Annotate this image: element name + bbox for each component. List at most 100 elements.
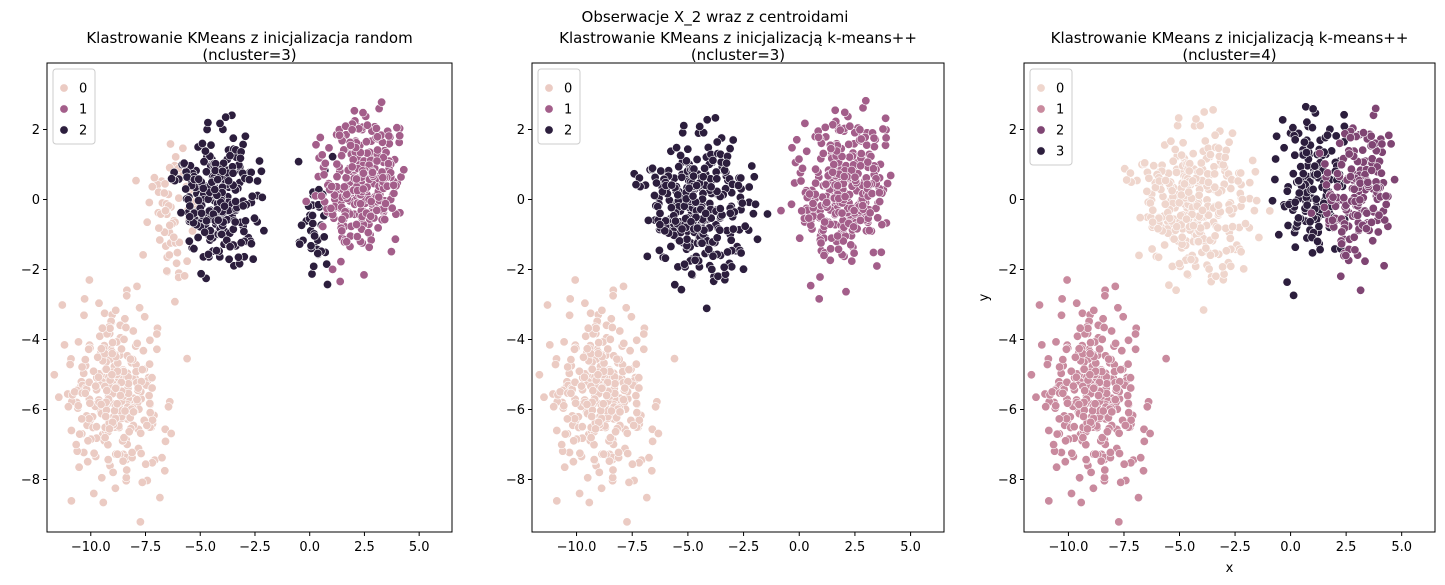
point-cluster-2 [1366, 131, 1376, 141]
point-cluster-0 [152, 344, 162, 354]
point-cluster-2 [197, 208, 207, 218]
point-cluster-1 [366, 197, 376, 207]
point-cluster-1 [856, 149, 866, 159]
point-cluster-2 [695, 122, 705, 132]
point-cluster-0 [70, 387, 80, 397]
point-cluster-1 [1063, 398, 1073, 408]
point-cluster-0 [570, 275, 580, 285]
point-cluster-1 [1067, 448, 1077, 458]
point-cluster-0 [1195, 121, 1205, 131]
point-cluster-1 [1102, 379, 1112, 389]
point-cluster-0 [571, 398, 581, 408]
point-cluster-1 [886, 171, 896, 181]
x-tick-label: −2.5 [239, 540, 271, 555]
point-cluster-1 [1085, 370, 1095, 380]
point-cluster-1 [796, 176, 806, 186]
point-cluster-1 [380, 199, 390, 209]
point-cluster-1 [1075, 473, 1085, 483]
point-cluster-1 [319, 170, 329, 180]
point-cluster-0 [591, 323, 601, 333]
point-cluster-2 [210, 185, 220, 195]
point-cluster-2 [322, 279, 332, 289]
point-cluster-1 [1131, 329, 1141, 339]
point-cluster-0 [1172, 222, 1182, 232]
point-cluster-0 [582, 399, 592, 409]
point-cluster-1 [1073, 331, 1083, 341]
point-cluster-1 [1123, 398, 1133, 408]
point-cluster-0 [138, 250, 148, 260]
point-cluster-1 [327, 182, 337, 192]
point-cluster-1 [873, 213, 883, 223]
point-cluster-1 [856, 161, 866, 171]
point-cluster-0 [642, 493, 652, 503]
point-cluster-0 [145, 359, 155, 369]
point-cluster-1 [1100, 291, 1110, 301]
point-cluster-2 [660, 253, 670, 263]
point-cluster-2 [667, 180, 677, 190]
point-cluster-2 [690, 255, 700, 265]
point-cluster-1 [833, 244, 843, 254]
point-cluster-0 [80, 355, 90, 365]
point-cluster-0 [1125, 168, 1135, 178]
point-cluster-2 [1381, 200, 1391, 210]
point-cluster-0 [172, 248, 182, 258]
point-cluster-2 [725, 208, 735, 218]
point-cluster-2 [649, 191, 659, 201]
point-cluster-2 [1368, 236, 1378, 246]
legend-marker [59, 125, 69, 135]
point-cluster-2 [1344, 149, 1354, 159]
point-cluster-1 [361, 137, 371, 147]
point-cluster-1 [1098, 314, 1108, 324]
point-cluster-0 [1239, 264, 1249, 274]
point-cluster-1 [1094, 540, 1102, 548]
point-cluster-3 [1283, 221, 1293, 231]
point-cluster-0 [182, 256, 192, 266]
point-cluster-0 [1224, 137, 1234, 147]
point-cluster-2 [215, 119, 225, 129]
point-cluster-1 [808, 199, 818, 209]
point-cluster-2 [181, 184, 191, 194]
point-cluster-1 [1096, 456, 1106, 466]
point-cluster-0 [1196, 158, 1206, 168]
point-cluster-2 [679, 259, 689, 269]
point-cluster-0 [605, 433, 615, 443]
point-cluster-0 [574, 366, 584, 376]
y-tick-label: −6 [998, 403, 1017, 418]
point-cluster-1 [324, 143, 334, 153]
point-cluster-3 [1290, 135, 1300, 145]
point-cluster-2 [1335, 138, 1345, 148]
point-cluster-0 [1174, 198, 1184, 208]
point-cluster-2 [684, 183, 694, 193]
point-cluster-2 [722, 158, 732, 168]
point-cluster-1 [821, 179, 831, 189]
point-cluster-2 [194, 174, 204, 184]
point-cluster-1 [841, 287, 851, 297]
legend-label: 0 [1056, 82, 1064, 97]
point-cluster-0 [133, 383, 143, 393]
point-cluster-0 [1174, 259, 1184, 269]
point-cluster-2 [744, 182, 754, 192]
point-cluster-2 [642, 251, 652, 261]
point-cluster-3 [1331, 131, 1341, 141]
point-cluster-1 [364, 242, 374, 252]
point-cluster-1 [867, 189, 877, 199]
point-cluster-0 [644, 453, 654, 463]
point-cluster-0 [120, 406, 130, 416]
point-cluster-0 [1154, 252, 1164, 262]
point-cluster-3 [1305, 217, 1315, 227]
point-cluster-1 [362, 120, 372, 130]
x-tick-label: −2.5 [1219, 540, 1251, 555]
point-cluster-1 [806, 281, 816, 291]
point-cluster-1 [1074, 344, 1084, 354]
point-cluster-0 [101, 411, 111, 421]
point-cluster-0 [1177, 150, 1187, 160]
point-cluster-1 [328, 264, 338, 274]
point-cluster-0 [74, 337, 84, 347]
point-cluster-2 [1356, 285, 1366, 295]
point-cluster-0 [85, 398, 95, 408]
point-cluster-1 [399, 165, 409, 175]
point-cluster-2 [256, 166, 266, 176]
point-cluster-3 [1308, 104, 1318, 114]
point-cluster-0 [1148, 205, 1158, 215]
point-cluster-2 [723, 247, 733, 257]
